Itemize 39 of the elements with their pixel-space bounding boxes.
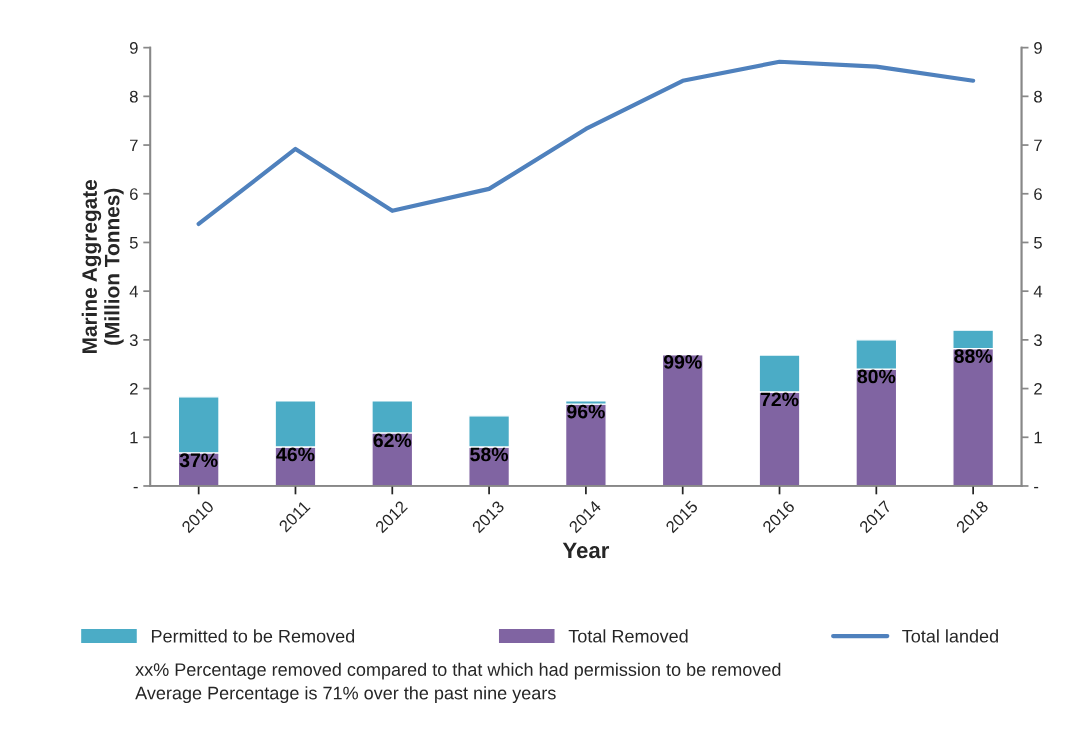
- text: Average Percentage is 71% over the past nine years: [135, 686, 556, 704]
- y2-tick-label: 1: [1034, 431, 1042, 444]
- legend-label: Total landed: [902, 629, 998, 643]
- text: xx% Percentage removed compared to that which had permission to be removed: [135, 662, 781, 680]
- annotation: 72%: [760, 392, 799, 407]
- y-tick-label: -: [133, 486, 138, 489]
- legend-label: Total Removed: [568, 629, 688, 643]
- y-tick-label: 2: [130, 382, 138, 395]
- y-tick-label: 4: [129, 285, 138, 298]
- y-tick-label: 1: [130, 431, 138, 444]
- annotation: 80%: [857, 369, 896, 384]
- x-axis-title: Year: [562, 542, 610, 559]
- y2-tick-label: 2: [1034, 382, 1042, 395]
- annotation: 99%: [663, 354, 702, 369]
- y-tick-label: 3: [129, 334, 138, 347]
- y2-tick-label: -: [1034, 486, 1039, 489]
- annotation: 88%: [954, 349, 993, 363]
- annotation: 46%: [276, 447, 315, 462]
- line-series: [196, 59, 976, 227]
- y-tick-label: 7: [130, 139, 138, 152]
- y-tick-label: 8: [129, 90, 138, 103]
- y-axis-title: Marine Aggregate (Million Tonnes): [81, 179, 124, 354]
- y-tick-label: 9: [129, 42, 138, 54]
- y-tick-label: 5: [129, 237, 138, 249]
- annotation: 62%: [373, 433, 412, 448]
- y2-tick-label: 3: [1033, 334, 1042, 347]
- annotation: 96%: [567, 404, 605, 419]
- y2-tick-label: 7: [1034, 139, 1042, 152]
- y2-tick-label: 5: [1034, 237, 1042, 249]
- annotation: 58%: [470, 447, 509, 462]
- legend-label: Permitted to be Removed: [151, 629, 355, 643]
- bar: [661, 353, 704, 486]
- annotation: 37%: [179, 453, 218, 468]
- y2-tick-label: 6: [1034, 188, 1042, 200]
- bar: [564, 403, 607, 486]
- y-tick-label: 6: [130, 188, 138, 200]
- y2-tick-label: 4: [1033, 285, 1043, 298]
- y2-tick-label: 8: [1034, 90, 1042, 103]
- y2-tick-label: 9: [1034, 42, 1042, 54]
